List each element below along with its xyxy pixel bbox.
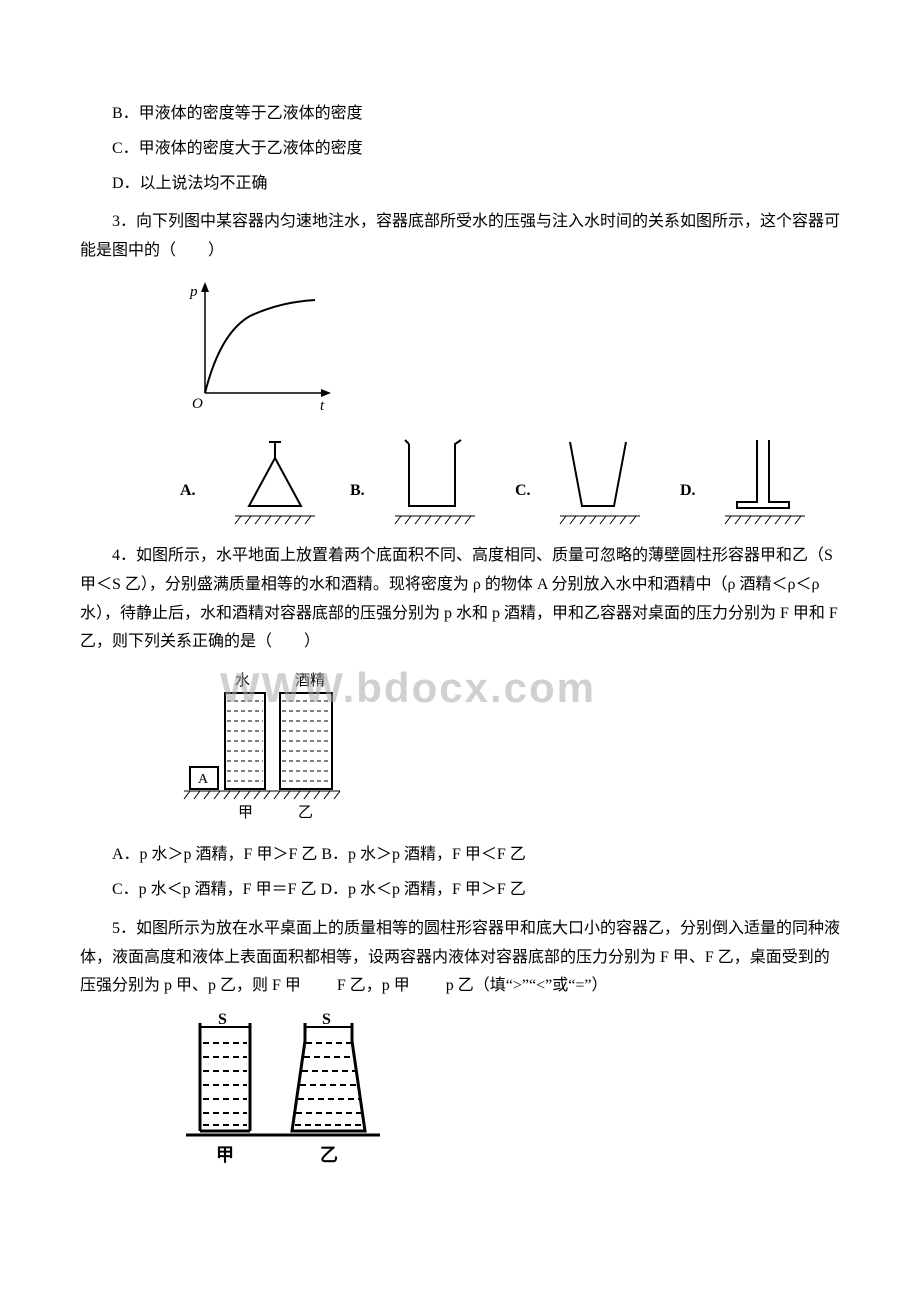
q4-label-jia: 甲 xyxy=(238,805,253,821)
q5-label-jia: 甲 xyxy=(216,1145,234,1165)
q2-option-d: D．以上说法均不正确 xyxy=(80,170,840,199)
q3-text: 3．向下列图中某容器内匀速地注水，容器底部所受水的压强与注入水时间的关系如图所示… xyxy=(80,208,840,266)
q4-label-water: 水 xyxy=(235,672,250,689)
q4-option-ab: A．p 水＞p 酒精，F 甲＞F 乙 B．p 水＞p 酒精，F 甲＜F 乙 xyxy=(80,841,840,870)
q4-label-alcohol: 酒精 xyxy=(295,672,325,689)
q4-option-cd: C．p 水＜p 酒精，F 甲＝F 乙 D．p 水＜p 酒精，F 甲＞F 乙 xyxy=(80,876,840,905)
graph-origin: O xyxy=(192,396,203,412)
graph-xlabel: t xyxy=(320,398,325,414)
q4-text: 4．如图所示，水平地面上放置着两个底面积不同、高度相同、质量可忽略的薄壁圆柱形容… xyxy=(80,542,840,657)
q4-label-a: A xyxy=(198,772,209,787)
q3-choice-a-label: A. xyxy=(180,482,196,499)
q3-choice-d-label: D. xyxy=(680,482,696,499)
q3-choice-b-label: B. xyxy=(350,482,365,499)
graph-ylabel: p xyxy=(189,284,198,300)
q5-s-right: S xyxy=(322,1013,331,1028)
q5-label-yi: 乙 xyxy=(320,1145,338,1165)
q3-graph: p t O xyxy=(180,278,840,418)
q4-label-yi: 乙 xyxy=(298,805,313,821)
q2-option-b: B．甲液体的密度等于乙液体的密度 xyxy=(80,100,840,129)
q4-figure: 水 酒精 A xyxy=(180,669,840,829)
q5-figure: S S 甲 乙 xyxy=(180,1013,840,1173)
q3-choices: A. B. C. xyxy=(180,430,840,530)
q2-option-c: C．甲液体的密度大于乙液体的密度 xyxy=(80,135,840,164)
q5-s-left: S xyxy=(218,1013,227,1028)
q3-choice-c-label: C. xyxy=(515,482,531,499)
q5-text: 5．如图所示为放在水平桌面上的质量相等的圆柱形容器甲和底大口小的容器乙，分别倒入… xyxy=(80,915,840,1001)
